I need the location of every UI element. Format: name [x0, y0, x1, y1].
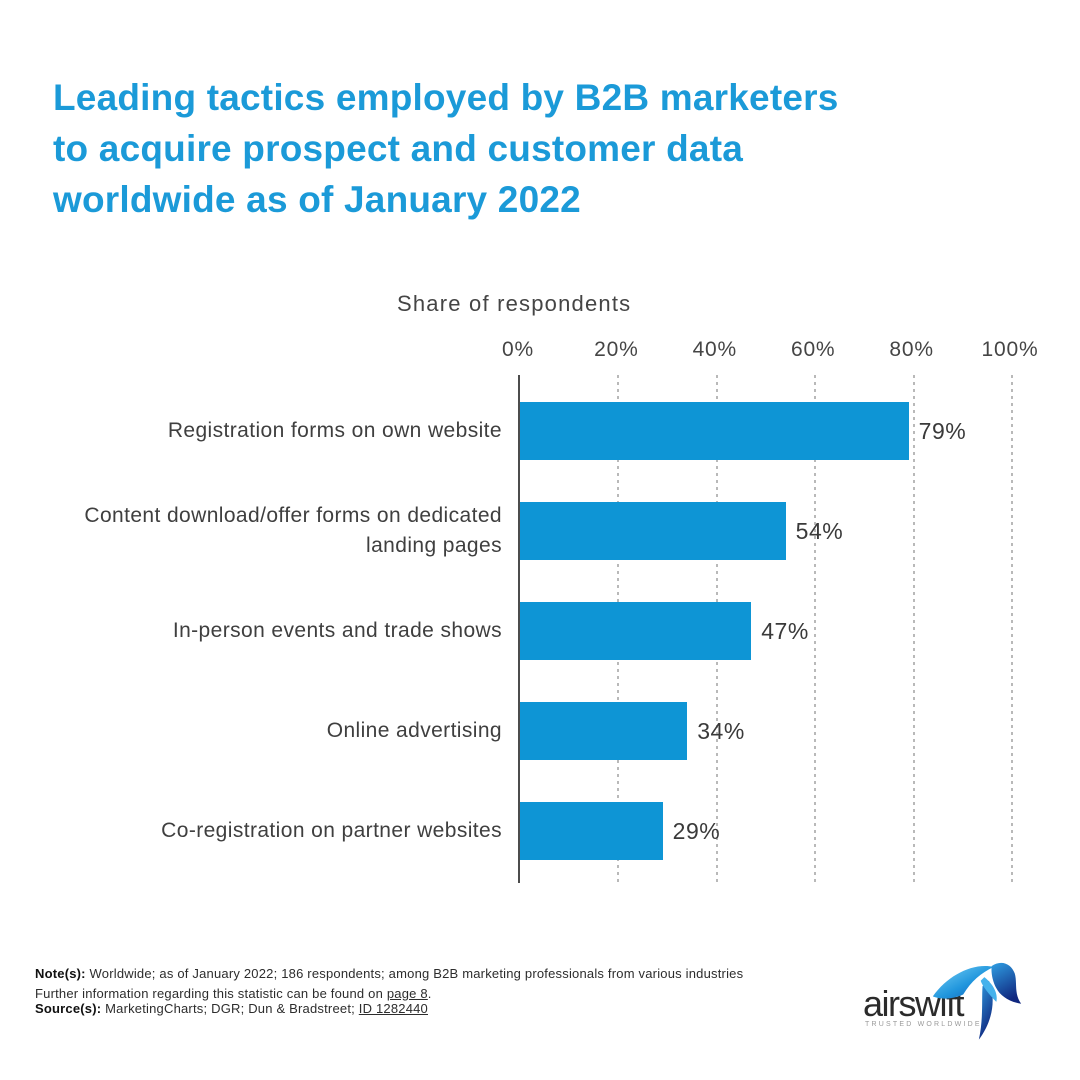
x-tick-label: 20% [594, 338, 639, 361]
bar-row: 34% [520, 702, 1012, 760]
bar [520, 802, 663, 860]
category-label: Co-registration on partner websites [161, 818, 502, 842]
source-line: Source(s): MarketingCharts; DGR; Dun & B… [35, 1001, 835, 1017]
source-text: MarketingCharts; DGR; Dun & Bradstreet; [101, 1001, 359, 1016]
further-info-line: Further information regarding this stati… [35, 986, 835, 1002]
bar [520, 402, 909, 460]
page-title: Leading tactics employed by B2B marketer… [53, 72, 993, 225]
value-label: 34% [697, 718, 745, 744]
bar-row: 47% [520, 602, 1012, 660]
page-title-line-2: to acquire prospect and customer data [53, 128, 744, 169]
page-8-link[interactable]: page 8 [386, 985, 428, 1001]
source-label: Source(s): [35, 1001, 102, 1016]
value-label: 29% [672, 818, 721, 844]
airswift-logo: airswift TRUSTED WORLDWIDE [863, 955, 1053, 1055]
plot-area: 79% 54% 47% 34% 29% [518, 375, 1013, 883]
statistic-id-link[interactable]: ID 1282440 [358, 1001, 428, 1016]
gridline [912, 375, 915, 883]
x-tick-label: 0% [502, 338, 534, 361]
category-label: Registration forms on own website [167, 418, 502, 442]
notes-block: Note(s): Worldwide; as of January 2022; … [35, 966, 835, 1017]
gridline [814, 375, 817, 883]
note-label: Note(s): [35, 966, 86, 981]
x-tick-label: 80% [889, 338, 934, 361]
gridline [1011, 375, 1013, 883]
further-info-text: Further information regarding this stati… [35, 985, 387, 1001]
note-line: Note(s): Worldwide; as of January 2022; … [35, 966, 835, 982]
value-label: 47% [761, 618, 809, 644]
bar [520, 702, 688, 760]
x-tick-label: 60% [790, 338, 836, 361]
page-title-line-1: Leading tactics employed by B2B marketer… [53, 77, 839, 118]
x-axis-ticks: 0% 20% 40% 60% 80% 100% [502, 338, 1038, 364]
x-tick-label: 40% [692, 338, 738, 361]
category-label: Online advertising [326, 718, 502, 742]
category-label: In-person events and trade shows [172, 618, 502, 642]
x-tick-label: 100% [981, 338, 1039, 361]
category-label: Content download/offer forms on dedicate… [84, 503, 502, 557]
note-text: Worldwide; as of January 2022; 186 respo… [85, 966, 744, 981]
page-title-line-3: worldwide as of January 2022 [53, 179, 581, 220]
swift-bird-icon [932, 962, 1022, 1040]
further-info-period: . [427, 985, 432, 1001]
bar [520, 602, 752, 660]
value-label: 79% [918, 418, 967, 444]
bar-row: 54% [520, 502, 1012, 560]
bar-row: 79% [520, 402, 1012, 460]
bar-row: 29% [520, 802, 1012, 860]
bar [520, 502, 786, 560]
chart-title: Share of respondents [397, 291, 632, 316]
airswift-logo-tagline: TRUSTED WORLDWIDE [865, 1021, 982, 1028]
value-label: 54% [795, 518, 844, 544]
